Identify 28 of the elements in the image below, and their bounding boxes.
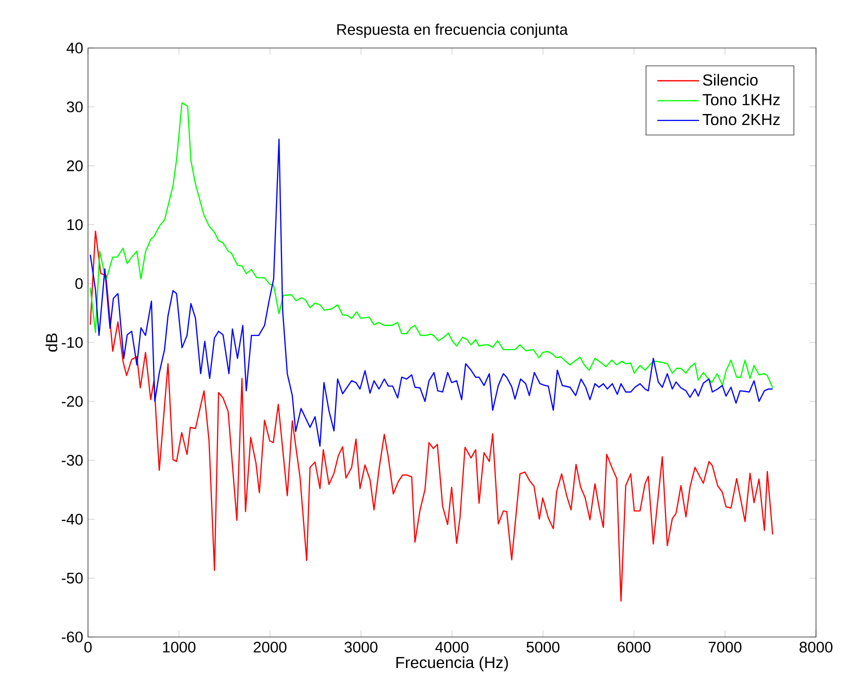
x-tick-label: 1000 bbox=[163, 642, 196, 653]
y-tick-label: -50 bbox=[62, 572, 83, 584]
chart-title: Respuesta en frecuencia conjunta bbox=[337, 24, 568, 38]
y-tick-label: 0 bbox=[75, 278, 83, 290]
x-tick-label: 4000 bbox=[435, 642, 468, 653]
y-tick-label: 10 bbox=[67, 219, 83, 230]
x-tick-label: 6000 bbox=[618, 642, 650, 653]
x-tick-label: 0 bbox=[84, 642, 92, 653]
y-tick-label: -10 bbox=[62, 337, 83, 348]
y-tick-label: -60 bbox=[62, 632, 83, 642]
x-axis-title: Frecuencia (Hz) bbox=[396, 656, 508, 672]
x-tick-label: 5000 bbox=[526, 642, 560, 653]
legend-label: Tono 2KHz bbox=[702, 114, 780, 126]
y-tick-label: 20 bbox=[67, 160, 83, 172]
legend-label: Tono 1KHz bbox=[702, 94, 780, 106]
y-tick-label: -40 bbox=[62, 514, 83, 525]
line-series bbox=[90, 230, 774, 602]
x-tick-label: 3000 bbox=[344, 642, 378, 653]
x-tick-label: 8000 bbox=[800, 642, 832, 653]
y-tick-label: -20 bbox=[62, 396, 83, 407]
y-tick-label: 40 bbox=[66, 42, 83, 54]
line-series bbox=[90, 138, 774, 447]
y-tick-label: 30 bbox=[66, 101, 83, 112]
legend-label: Silencio bbox=[703, 74, 758, 86]
y-tick-label: -30 bbox=[62, 454, 83, 466]
x-tick-label: 7000 bbox=[708, 642, 742, 653]
x-tick-label: 2000 bbox=[254, 642, 286, 653]
y-axis-title: dB bbox=[46, 334, 58, 352]
